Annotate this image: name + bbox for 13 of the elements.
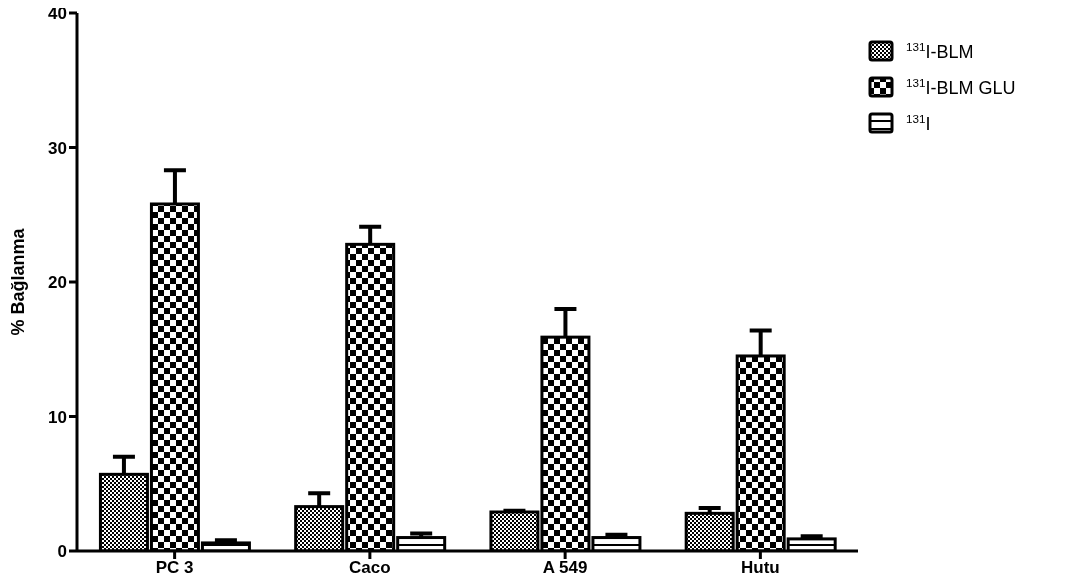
x-tick-label: PC 3 (155, 558, 194, 578)
legend-label: $^{131}$I-BLM GLU (906, 75, 1016, 98)
y-tick-label: 30 (48, 138, 67, 158)
x-tick-label: A 549 (542, 558, 588, 578)
y-tick-label: 10 (48, 407, 67, 427)
x-tick-label: Hutu (741, 558, 780, 578)
legend-label: $^{131}$I (906, 111, 931, 134)
x-tick-label: Caco (349, 558, 391, 578)
y-tick-label: 40 (48, 4, 67, 24)
y-tick-label: 20 (48, 273, 67, 293)
y-tick-label: 0 (57, 542, 67, 562)
legend-label: $^{131}$I-BLM (906, 39, 974, 62)
y-axis-title: % Bağlanma (8, 227, 29, 336)
